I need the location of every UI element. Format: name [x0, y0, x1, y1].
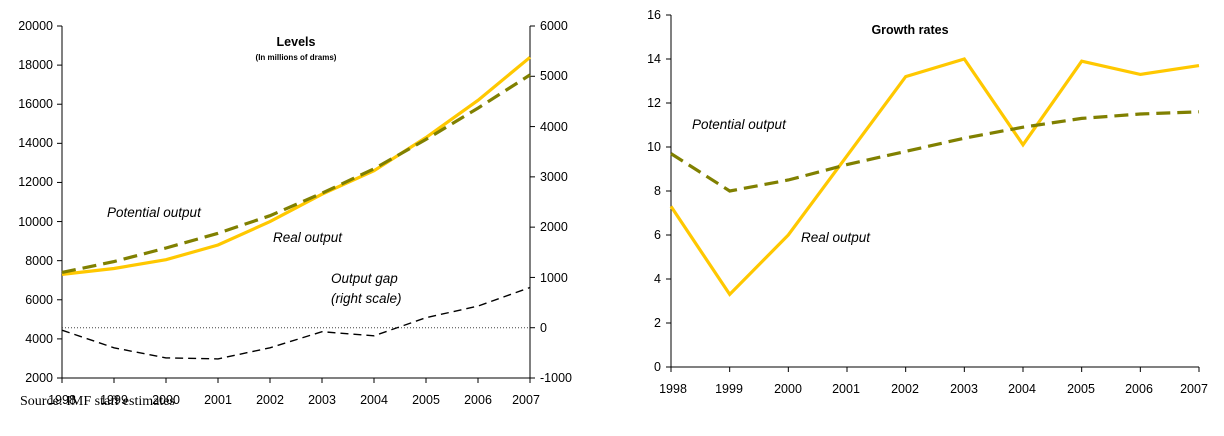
levels-output-gap-scale-label: (right scale): [331, 291, 402, 306]
levels-x-tick: 2001: [204, 393, 232, 407]
growth-y-tick: 10: [647, 140, 661, 154]
levels-output-gap-label: Output gap: [331, 271, 398, 286]
levels-y-right-tick: -1000: [540, 371, 572, 385]
levels-subtitle: (In millions of drams): [256, 53, 337, 62]
levels-y-left-tick: 18000: [18, 58, 53, 72]
levels-y-left-tick: 2000: [25, 371, 53, 385]
source-note: Source: IMF staff estimates: [20, 394, 175, 409]
levels-y-left-tick: 20000: [18, 19, 53, 33]
levels-x-tick: 2002: [256, 393, 284, 407]
growth-potential-output-label: Potential output: [692, 117, 787, 132]
growth-x-tick: 2007: [1180, 382, 1208, 396]
levels-y-left-tick: 6000: [25, 293, 53, 307]
growth-x-tick: 2005: [1067, 382, 1095, 396]
growth-y-tick: 8: [654, 184, 661, 198]
levels-x-tick: 1998: [48, 393, 76, 407]
levels-y-right-tick: 1000: [540, 271, 568, 285]
levels-chart: 20000 18000 16000 14000 12000 10000 8000…: [18, 19, 572, 407]
levels-real-output-label: Real output: [273, 230, 343, 245]
levels-x-tick: 1999: [100, 393, 128, 407]
levels-x-tick: 2006: [464, 393, 492, 407]
growth-x-tick: 2002: [891, 382, 919, 396]
growth-x-tick: 1998: [659, 382, 687, 396]
levels-y-right-tick: 2000: [540, 220, 568, 234]
levels-x-tick: 2000: [152, 393, 180, 407]
levels-title: Levels: [277, 35, 316, 49]
real-output-series-line: [61, 56, 532, 276]
levels-y-right-tick: 5000: [540, 69, 568, 83]
growth-x-tick: 2001: [832, 382, 860, 396]
growth-y-tick: 6: [654, 228, 661, 242]
levels-x-tick: 2005: [412, 393, 440, 407]
growth-title: Growth rates: [871, 23, 948, 37]
growth-real-output-label: Real output: [801, 230, 871, 245]
growth-x-tick: 2004: [1008, 382, 1036, 396]
growth-y-tick: 0: [654, 360, 661, 374]
levels-x-axis: 1998 1999 2000 2001 2002 2003 2004 2005 …: [48, 377, 540, 407]
levels-potential-output-label: Potential output: [107, 205, 202, 220]
growth-y-tick: 2: [654, 316, 661, 330]
growth-y-tick: 12: [647, 96, 661, 110]
levels-y-left-tick: 10000: [18, 215, 53, 229]
levels-x-tick: 2003: [308, 393, 336, 407]
levels-y-left-tick: 14000: [18, 136, 53, 150]
potential-output-series-line: [61, 73, 531, 274]
growth-potential-output-series-line: [670, 110, 1200, 193]
growth-rates-chart: 16 14 12 10 8 6 4 2 0 1998 1999 2000 200…: [647, 8, 1208, 396]
growth-x-axis: 1998 1999 2000 2001 2002 2003 2004 2005 …: [659, 366, 1208, 396]
levels-x-tick: 2004: [360, 393, 388, 407]
growth-x-tick: 2000: [774, 382, 802, 396]
levels-y-left-tick: 12000: [18, 175, 53, 189]
levels-y-left-axis: 20000 18000 16000 14000 12000 10000 8000…: [18, 19, 63, 385]
growth-x-tick: 2006: [1125, 382, 1153, 396]
output-gap-series-line: [61, 286, 531, 360]
levels-y-right-tick: 3000: [540, 170, 568, 184]
levels-y-right-axis: 6000 5000 4000 3000 2000 1000 0 -1000: [529, 19, 572, 385]
growth-y-tick: 16: [647, 8, 661, 22]
growth-y-tick: 14: [647, 52, 661, 66]
growth-real-output-series-line: [669, 57, 1200, 297]
growth-y-tick: 4: [654, 272, 661, 286]
levels-y-right-tick: 0: [540, 321, 547, 335]
growth-x-tick: 1999: [715, 382, 743, 396]
levels-y-right-tick: 4000: [540, 120, 568, 134]
levels-y-left-tick: 8000: [25, 254, 53, 268]
levels-y-left-tick: 4000: [25, 332, 53, 346]
growth-x-tick: 2003: [950, 382, 978, 396]
levels-y-right-tick: 6000: [540, 19, 568, 33]
levels-x-tick: 2007: [512, 393, 540, 407]
levels-y-left-tick: 16000: [18, 97, 53, 111]
growth-y-axis: 16 14 12 10 8 6 4 2 0: [647, 8, 672, 374]
